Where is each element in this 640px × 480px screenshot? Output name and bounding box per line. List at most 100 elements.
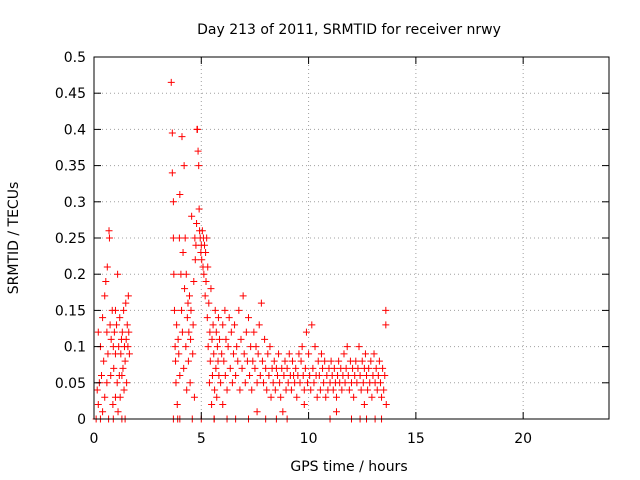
data-point: [178, 133, 186, 141]
data-point: [305, 350, 313, 358]
data-point: [195, 162, 203, 170]
data-point: [200, 270, 208, 278]
data-point: [365, 364, 373, 372]
data-point: [250, 328, 258, 336]
data-point: [214, 314, 222, 322]
data-point: [300, 401, 308, 409]
data-point: [301, 364, 309, 372]
data-point: [203, 234, 211, 242]
data-point: [293, 393, 301, 401]
data-point: [281, 357, 289, 365]
data-point: [317, 350, 325, 358]
data-point: [171, 343, 179, 351]
data-point: [280, 372, 288, 380]
data-point: [330, 364, 338, 372]
data-point: [118, 328, 126, 336]
data-point: [182, 270, 190, 278]
data-point: [357, 386, 365, 394]
y-tick-label: 0: [77, 412, 86, 428]
data-point: [221, 372, 229, 380]
data-point: [257, 299, 265, 307]
data-point: [181, 234, 189, 242]
data-point: [179, 248, 187, 256]
data-point: [110, 328, 118, 336]
data-point: [273, 372, 281, 380]
data-point: [183, 314, 191, 322]
data-point: [120, 386, 128, 394]
data-point: [284, 379, 292, 387]
data-point: [356, 372, 364, 380]
data-point: [206, 357, 214, 365]
data-point: [297, 357, 305, 365]
data-point: [198, 256, 206, 264]
data-point: [122, 299, 130, 307]
y-tick-label: 0.4: [64, 122, 86, 138]
data-point: [98, 372, 106, 380]
data-point: [229, 350, 237, 358]
data-point: [206, 328, 214, 336]
data-point: [125, 350, 133, 358]
data-point: [191, 256, 199, 264]
data-point: [213, 343, 221, 351]
data-point: [287, 386, 295, 394]
data-point: [302, 328, 310, 336]
data-point: [205, 299, 213, 307]
data-point: [223, 386, 231, 394]
data-point: [382, 306, 390, 314]
data-point: [381, 372, 389, 380]
data-point: [256, 372, 264, 380]
data-point: [208, 335, 216, 343]
data-point: [102, 277, 110, 285]
data-point: [182, 343, 190, 351]
data-point: [110, 364, 118, 372]
data-point: [187, 335, 195, 343]
data-point: [210, 350, 218, 358]
data-point: [173, 401, 181, 409]
data-point: [309, 364, 317, 372]
data-point: [241, 379, 249, 387]
data-point: [283, 364, 291, 372]
data-point: [234, 357, 242, 365]
data-point: [167, 78, 175, 86]
data-point: [113, 379, 121, 387]
data-point: [208, 372, 216, 380]
data-point: [208, 401, 216, 409]
data-point: [175, 350, 183, 358]
data-point: [322, 393, 330, 401]
y-tick-label: 0.1: [64, 340, 86, 356]
data-point: [194, 147, 202, 155]
data-point: [99, 408, 107, 416]
data-point: [201, 241, 209, 249]
data-point: [260, 379, 268, 387]
data-point: [335, 357, 343, 365]
data-point: [93, 386, 101, 394]
data-point: [178, 306, 186, 314]
data-point: [169, 234, 177, 242]
data-point: [186, 379, 194, 387]
data-point: [252, 343, 260, 351]
data-point: [367, 357, 375, 365]
data-point: [304, 379, 312, 387]
y-tick-label: 0.05: [55, 376, 86, 392]
data-point: [178, 328, 186, 336]
data-point: [248, 386, 256, 394]
data-point: [265, 372, 273, 380]
data-point: [185, 328, 193, 336]
data-point: [239, 292, 247, 300]
data-point: [190, 277, 198, 285]
data-point: [342, 364, 350, 372]
data-point: [242, 328, 250, 336]
data-point: [240, 350, 248, 358]
data-point: [190, 393, 198, 401]
data-point: [193, 220, 201, 228]
data-point: [105, 234, 113, 242]
data-point: [99, 314, 107, 322]
data-point: [125, 328, 133, 336]
data-point: [340, 350, 348, 358]
data-point: [203, 314, 211, 322]
data-point: [184, 357, 192, 365]
data-point: [353, 379, 361, 387]
data-point: [363, 372, 371, 380]
data-point: [314, 357, 322, 365]
data-point: [117, 350, 125, 358]
